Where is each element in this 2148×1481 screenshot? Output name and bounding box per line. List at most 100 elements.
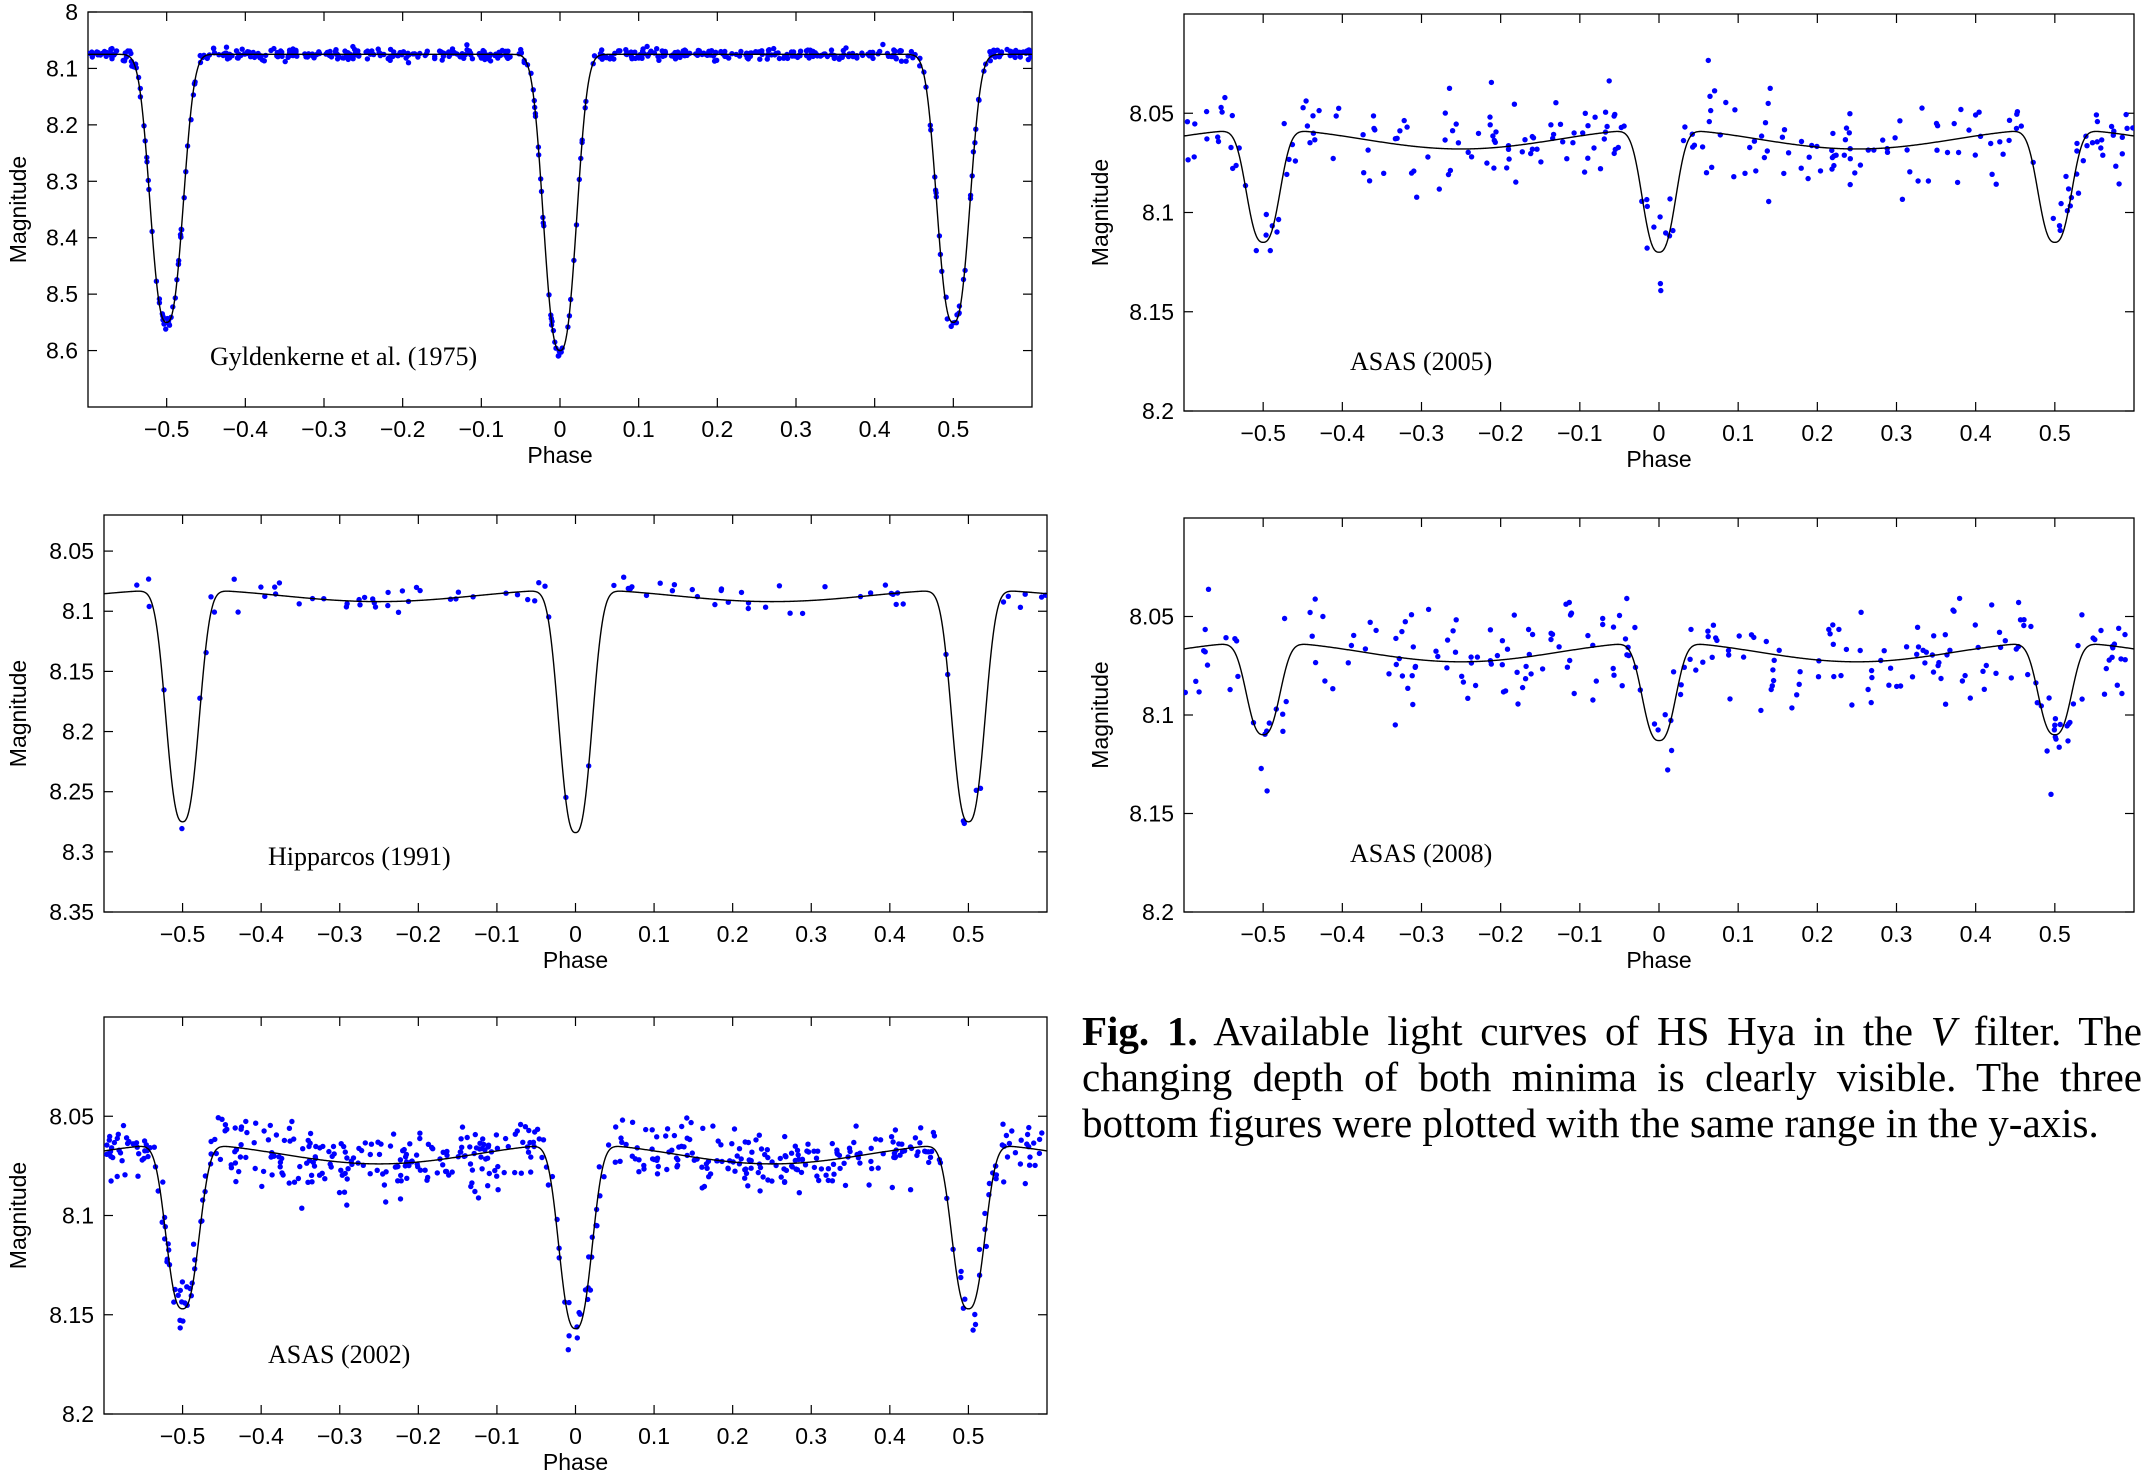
- observation-point: [986, 1180, 993, 1187]
- observation-point: [2075, 642, 2081, 649]
- observation-point: [1915, 644, 1922, 650]
- observation-point: [745, 605, 751, 612]
- observation-point: [1690, 144, 1696, 150]
- observation-point: [1955, 149, 1962, 156]
- observation-point: [706, 1174, 712, 1180]
- observation-point: [1316, 107, 1322, 114]
- x-axis-label: Phase: [543, 947, 608, 973]
- observation-point: [603, 54, 609, 61]
- observation-point: [1528, 671, 1534, 677]
- observation-point: [398, 1172, 404, 1179]
- observation-point: [276, 580, 283, 586]
- x-tick-label: 0.3: [1881, 921, 1913, 947]
- observation-point: [1523, 663, 1529, 670]
- observation-point: [1751, 138, 1758, 144]
- observation-point: [1626, 652, 1632, 659]
- observation-point: [1781, 127, 1788, 133]
- observation-point: [1445, 171, 1452, 178]
- observation-point: [789, 1163, 795, 1169]
- observation-point: [2048, 791, 2054, 797]
- observation-point: [1764, 148, 1770, 154]
- chart-panel-gyldenkerne-1975: −0.5 −0.4 −0.3 −0.2 −0.1 0 0.1 0.2 0.3 0.4 0.5 8 8.1…: [0, 0, 1040, 470]
- observation-point: [1857, 647, 1863, 654]
- observation-point: [1670, 227, 1676, 234]
- observation-point: [742, 1167, 748, 1173]
- y-tick-label: 8.4: [46, 225, 78, 251]
- observation-point: [805, 1141, 811, 1147]
- observation-point: [1280, 711, 1286, 717]
- observation-point: [224, 56, 231, 62]
- observation-point: [1687, 656, 1693, 662]
- observation-point: [269, 1172, 275, 1178]
- dataset-annotation: ASAS (2008): [1350, 839, 1492, 868]
- observation-point: [629, 584, 635, 590]
- x-tick-label: 0.4: [859, 416, 891, 442]
- observation-point: [674, 54, 680, 60]
- observation-point: [1842, 137, 1849, 143]
- observation-point: [1693, 667, 1699, 673]
- observation-point: [1185, 157, 1191, 163]
- x-tick-label: 0.3: [1881, 420, 1913, 446]
- observation-point: [2015, 599, 2022, 606]
- observation-point: [1528, 150, 1534, 157]
- observation-point: [991, 47, 997, 53]
- y-tick-label: 8.2: [62, 1401, 94, 1427]
- observation-point: [1700, 659, 1706, 665]
- observation-point: [788, 49, 795, 55]
- observation-point: [120, 1122, 127, 1129]
- chart-svg: −0.5 −0.4 −0.3 −0.2 −0.1 0 0.1 0.2 0.3 0.4 0.5 8.05…: [5, 514, 1048, 973]
- observation-point: [1887, 665, 1894, 671]
- observation-point: [2008, 675, 2014, 681]
- observation-point: [679, 1123, 685, 1130]
- observation-point: [842, 1182, 849, 1189]
- observation-point: [2021, 622, 2027, 629]
- observation-point: [715, 1138, 721, 1144]
- observation-point: [1830, 641, 1836, 647]
- observation-point: [1472, 682, 1479, 689]
- observation-point: [1830, 130, 1836, 137]
- observation-point: [764, 1147, 770, 1153]
- observation-point: [134, 582, 140, 588]
- observation-point: [1386, 671, 1392, 677]
- observation-point: [1025, 49, 1032, 55]
- observation-point: [265, 1137, 272, 1143]
- observation-point: [372, 604, 379, 610]
- y-axis-label: Magnitude: [1087, 661, 1113, 768]
- observation-point: [163, 326, 169, 332]
- observation-point: [1806, 154, 1812, 160]
- y-tick-label: 8.1: [62, 1203, 94, 1229]
- observation-point: [1894, 683, 1900, 690]
- observation-point: [1196, 689, 1202, 695]
- observation-point: [417, 1135, 423, 1142]
- observation-point: [304, 54, 311, 60]
- x-tick-label: −0.2: [1478, 420, 1523, 446]
- observation-point: [1751, 634, 1757, 641]
- observation-point: [663, 1133, 669, 1139]
- observation-point: [1922, 660, 1928, 666]
- observation-point: [1972, 152, 1978, 158]
- observation-point: [458, 1149, 464, 1155]
- observation-point: [464, 47, 470, 53]
- observation-point: [2000, 151, 2006, 157]
- observation-point: [1942, 632, 1948, 638]
- observations-group: [1184, 57, 2134, 294]
- observation-point: [300, 1146, 306, 1152]
- observation-point: [1393, 635, 1399, 642]
- observation-point: [1036, 1136, 1043, 1143]
- observation-point: [1453, 121, 1459, 127]
- observation-point: [1831, 673, 1837, 680]
- observation-point: [1665, 767, 1671, 773]
- observation-point: [1725, 647, 1732, 654]
- observation-point: [375, 1139, 381, 1145]
- observation-point: [1491, 165, 1497, 171]
- observation-point: [749, 1149, 755, 1155]
- chart-svg: −0.5 −0.4 −0.3 −0.2 −0.1 0 0.1 0.2 0.3 0.4 0.5 8.05…: [1087, 13, 2135, 472]
- observation-point: [211, 609, 218, 615]
- observation-point: [539, 1154, 545, 1161]
- observation-point: [1619, 683, 1625, 689]
- observation-point: [237, 1154, 244, 1160]
- observation-point: [424, 48, 430, 54]
- observation-point: [1919, 105, 1925, 111]
- x-tick-label: −0.1: [1557, 420, 1602, 446]
- observation-point: [1947, 647, 1953, 653]
